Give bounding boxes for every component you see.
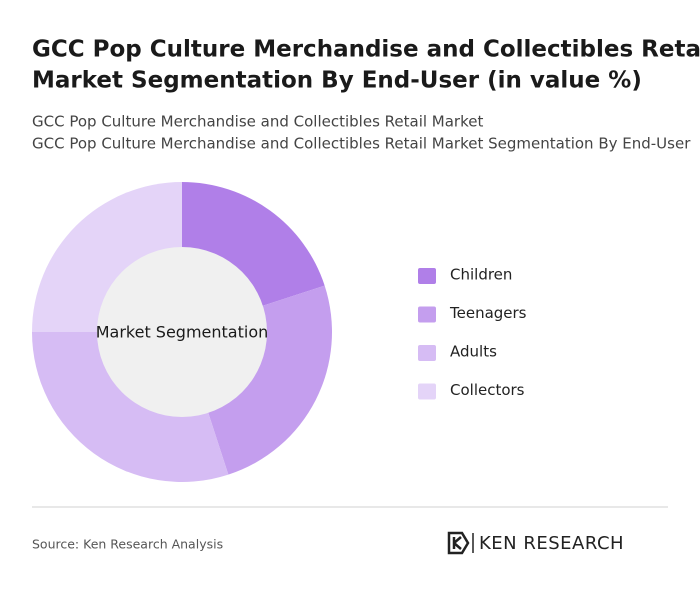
chart-subtitle: GCC Pop Culture Merchandise and Collecti… [32, 113, 483, 131]
legend-swatch [418, 268, 436, 284]
legend-label: Collectors [450, 381, 525, 399]
legend-swatch [418, 383, 436, 400]
chart-title: GCC Pop Culture Merchandise and Collecti… [32, 37, 700, 63]
chart-title: Market Segmentation By End-User (in valu… [32, 68, 642, 94]
legend-label: Adults [450, 343, 497, 361]
logo-icon [447, 531, 474, 555]
donut-hole [97, 247, 267, 417]
legend-swatch [418, 306, 436, 323]
legend-label: Teenagers [449, 304, 527, 322]
source-note: Source: Ken Research Analysis [32, 537, 223, 552]
chart-subtitle: GCC Pop Culture Merchandise and Collecti… [32, 135, 691, 153]
legend-swatch [418, 345, 436, 361]
center-label: Market Segmentation [96, 323, 269, 342]
legend-label: Children [450, 266, 512, 284]
legend: Children Teenagers Adults Collectors [418, 266, 527, 400]
logo-text: KEN RESEARCH [479, 533, 624, 554]
